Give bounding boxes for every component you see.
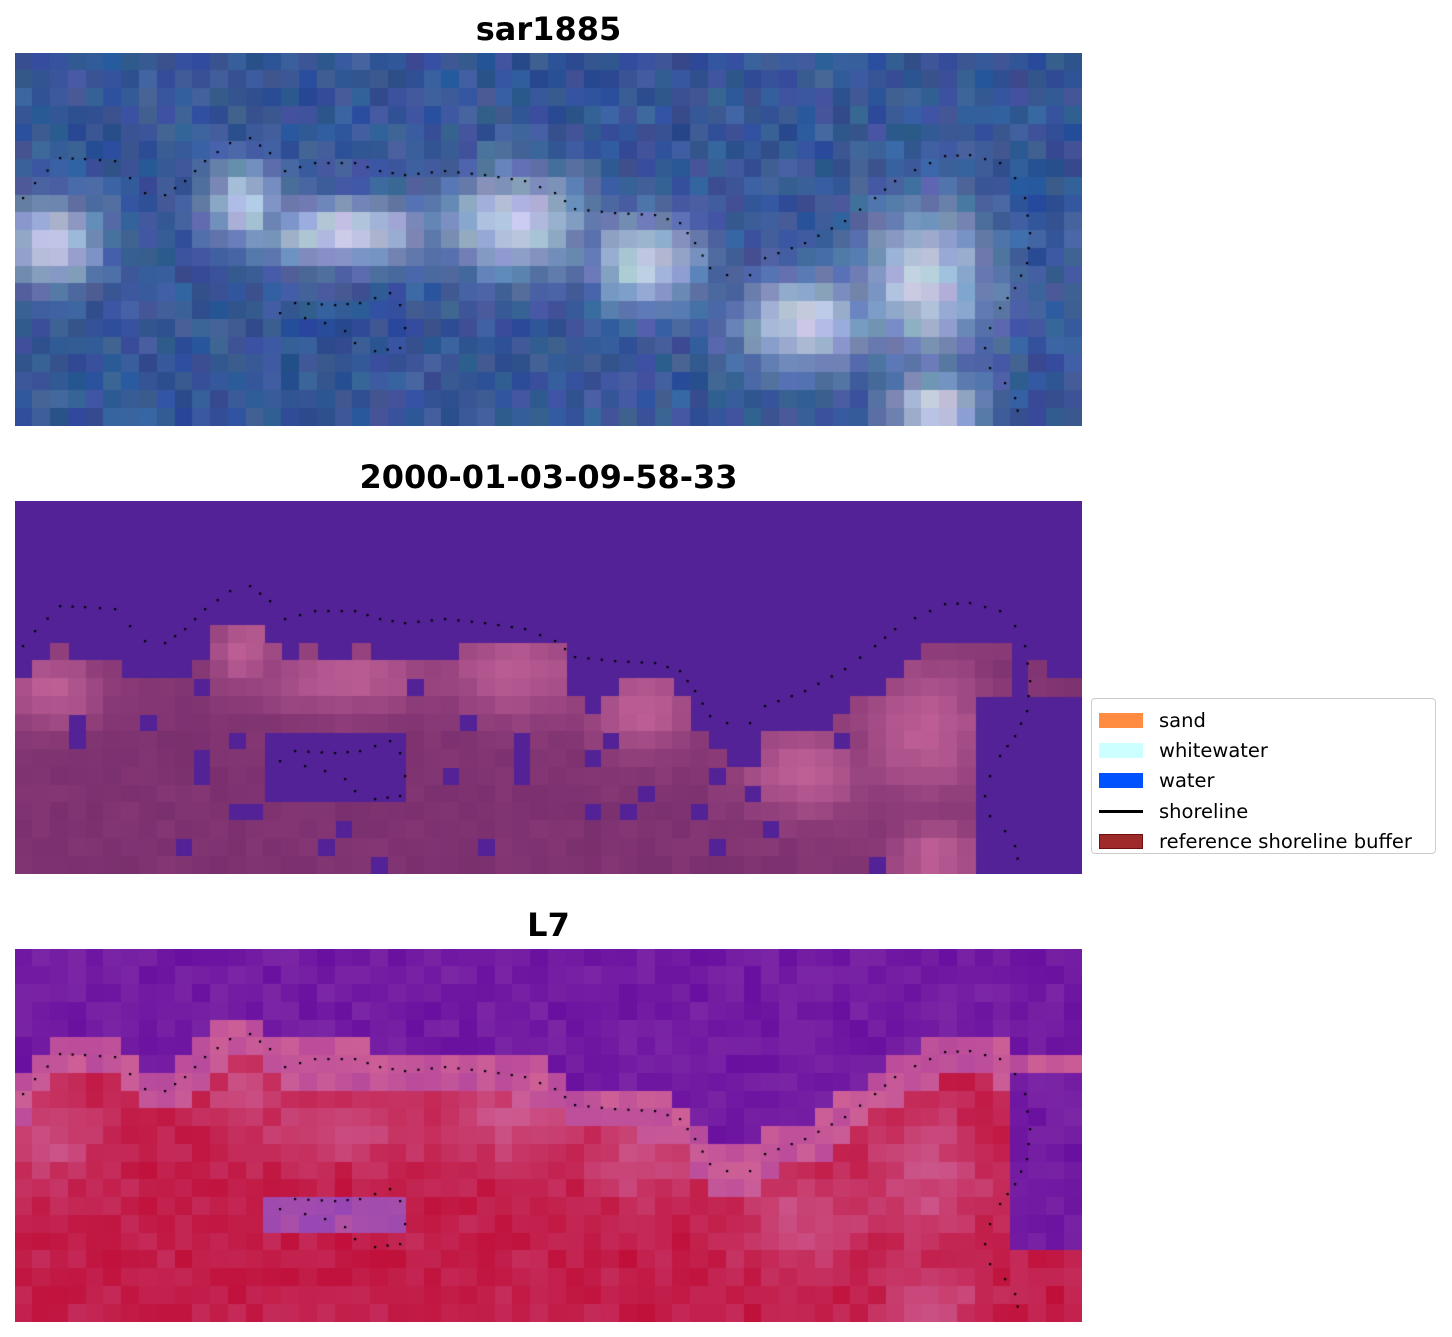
legend-label-shoreline: shoreline: [1159, 799, 1249, 823]
legend: sand whitewater water shoreline referenc…: [1091, 698, 1436, 854]
legend-label-reference-shoreline-buffer: reference shoreline buffer: [1159, 829, 1412, 853]
panel-title-sar1885: sar1885: [475, 10, 622, 48]
classified-image-panel: [15, 501, 1082, 874]
water-swatch: [1099, 773, 1143, 789]
legend-item-sand: sand: [1099, 705, 1435, 735]
legend-item-shoreline: shoreline: [1099, 796, 1435, 826]
panel-title-date: 2000-01-03-09-58-33: [359, 458, 738, 496]
legend-item-water: water: [1099, 766, 1435, 796]
whitewater-swatch: [1099, 742, 1143, 758]
reference-buffer-swatch: [1099, 833, 1143, 849]
shoreline-line-icon: [1099, 804, 1143, 819]
rgb-image-panel: [15, 53, 1082, 426]
index-image-panel: [15, 949, 1082, 1322]
sand-swatch: [1099, 712, 1143, 728]
legend-label-sand: sand: [1159, 708, 1206, 732]
legend-item-reference-shoreline-buffer: reference shoreline buffer: [1099, 826, 1435, 856]
legend-item-whitewater: whitewater: [1099, 735, 1435, 765]
panel-title-l7: L7: [527, 906, 570, 944]
legend-label-water: water: [1159, 769, 1215, 793]
legend-label-whitewater: whitewater: [1159, 738, 1268, 762]
